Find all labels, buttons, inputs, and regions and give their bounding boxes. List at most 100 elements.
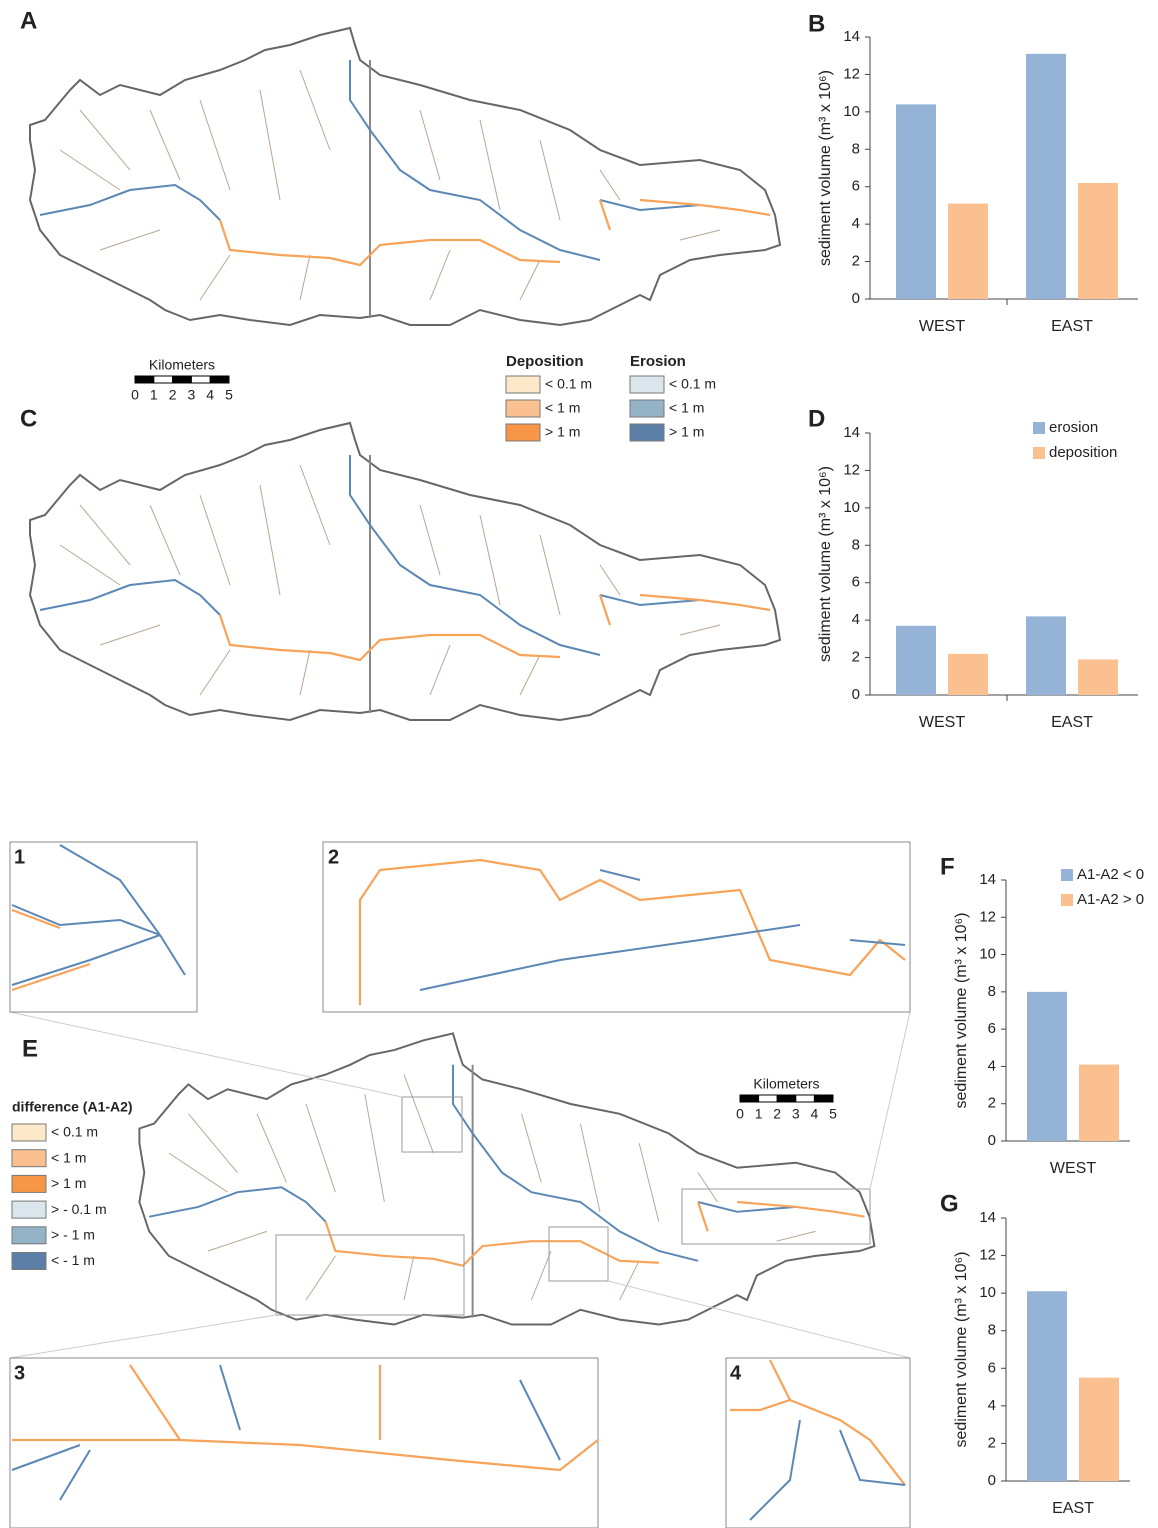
legend-swatch [506, 376, 540, 393]
y-tick-label: 14 [843, 28, 860, 45]
scale-segment [796, 1095, 815, 1102]
bar [1078, 183, 1118, 299]
y-tick-label: 10 [979, 946, 996, 963]
scale-tick-label: 1 [150, 387, 158, 403]
y-tick-label: 12 [979, 1247, 996, 1264]
legend-label: < 1 m [669, 400, 704, 416]
y-tick-label: 0 [852, 686, 860, 703]
y-tick-label: 14 [979, 871, 996, 888]
y-tick-label: 2 [988, 1095, 996, 1112]
bar [948, 204, 988, 299]
y-tick-label: 2 [852, 253, 860, 270]
inset-label: 3 [14, 1362, 25, 1384]
scale-segment [814, 1095, 833, 1102]
y-tick-label: 4 [852, 611, 860, 628]
legend-swatch [630, 400, 664, 417]
x-tick-label: EAST [1051, 318, 1093, 335]
y-tick-label: 12 [843, 65, 860, 82]
y-tick-label: 4 [852, 215, 860, 232]
scale-segment [759, 1095, 778, 1102]
bar [1079, 1378, 1119, 1481]
y-tick-label: 6 [852, 178, 860, 195]
scale-tick-label: 1 [755, 1106, 763, 1122]
inset-label: 1 [14, 846, 25, 868]
legend-label: A1-A2 < 0 [1077, 866, 1144, 883]
y-tick-label: 6 [852, 574, 860, 591]
map-a [30, 28, 780, 325]
scale-tick-label: 2 [773, 1106, 781, 1122]
bar [896, 626, 936, 695]
figure: ACE1234Kilometers012345Kilometers012345D… [0, 0, 1158, 1528]
legend-label: < 1 m [51, 1149, 86, 1165]
scale-segment [191, 376, 210, 383]
scale-segment [135, 376, 154, 383]
panel-label: D [808, 405, 825, 432]
y-tick-label: 8 [988, 983, 996, 1000]
legend-swatch [12, 1175, 46, 1192]
y-tick-label: 2 [988, 1434, 996, 1451]
bar [1026, 616, 1066, 695]
scale-title: Kilometers [753, 1076, 819, 1092]
x-tick-label: EAST [1051, 714, 1093, 731]
legend-swatch [1061, 894, 1073, 906]
inset-label: 2 [328, 846, 339, 868]
x-tick-label: WEST [919, 318, 965, 335]
panel-label: A [20, 7, 37, 34]
legend-swatch [12, 1227, 46, 1244]
legend-label: A1-A2 > 0 [1077, 891, 1144, 908]
y-tick-label: 0 [988, 1472, 996, 1489]
legend-swatch [12, 1124, 46, 1141]
bar [1026, 54, 1066, 299]
scale-segment [777, 1095, 796, 1102]
legend-label: > - 0.1 m [51, 1201, 107, 1217]
y-tick-label: 0 [988, 1132, 996, 1149]
y-tick-label: 6 [988, 1020, 996, 1037]
scale-segment [173, 376, 192, 383]
legend-swatch [1033, 447, 1045, 459]
inset-label: 4 [730, 1362, 742, 1384]
bar [896, 104, 936, 299]
y-tick-label: 4 [988, 1397, 996, 1414]
legend-swatch [12, 1150, 46, 1167]
panel-label: B [808, 10, 825, 37]
legend-swatch [630, 376, 664, 393]
scale-segment [210, 376, 229, 383]
y-tick-label: 8 [852, 140, 860, 157]
scale-tick-label: 3 [188, 387, 196, 403]
map-c [30, 423, 780, 720]
scale-tick-label: 2 [169, 387, 177, 403]
y-tick-label: 8 [988, 1322, 996, 1339]
y-tick-label: 14 [843, 424, 860, 441]
legend-label: deposition [1049, 444, 1117, 461]
legend-label: < 0.1 m [51, 1124, 98, 1140]
y-tick-label: 4 [988, 1057, 996, 1074]
legend-label: < 0.1 m [669, 376, 716, 392]
y-tick-label: 2 [852, 649, 860, 666]
scale-title: Kilometers [149, 357, 215, 373]
legend-label: < - 1 m [51, 1252, 95, 1268]
legend-title: Erosion [630, 353, 686, 370]
y-tick-label: 12 [979, 908, 996, 925]
y-tick-label: 0 [852, 290, 860, 307]
scale-tick-label: 4 [811, 1106, 819, 1122]
y-tick-label: 10 [843, 499, 860, 516]
x-tick-label: WEST [919, 714, 965, 731]
scale-tick-label: 5 [829, 1106, 837, 1122]
y-tick-label: 12 [843, 461, 860, 478]
legend-title: Deposition [506, 353, 584, 370]
legend-label: < 0.1 m [545, 376, 592, 392]
legend-title: difference (A1-A2) [12, 1099, 133, 1115]
y-axis-label: sediment volume (m³ x 10⁶) [817, 70, 834, 266]
y-tick-label: 8 [852, 536, 860, 553]
legend-swatch [630, 424, 664, 441]
bar [948, 654, 988, 695]
panel-label: G [940, 1190, 959, 1217]
scale-tick-label: 0 [736, 1106, 744, 1122]
bar [1027, 1291, 1067, 1481]
panel-label: C [20, 405, 37, 432]
legend-label: > - 1 m [51, 1227, 95, 1243]
legend-label: erosion [1049, 419, 1098, 436]
scale-segment [740, 1095, 759, 1102]
legend-swatch [12, 1201, 46, 1218]
scale-tick-label: 4 [206, 387, 214, 403]
